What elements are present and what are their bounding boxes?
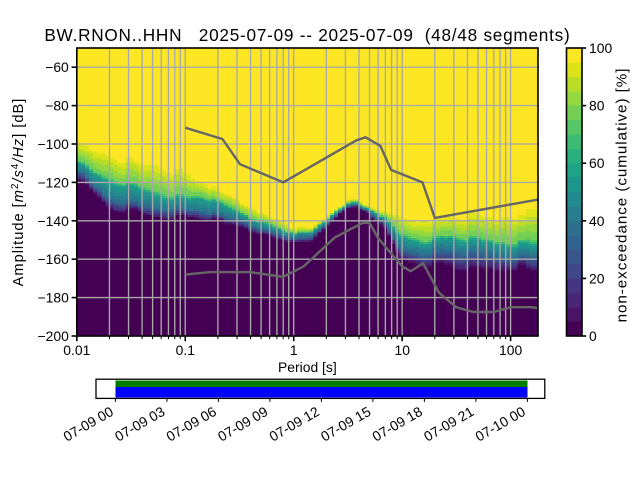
svg-text:60: 60 [589,155,605,171]
svg-text:Period [s]: Period [s] [278,359,337,375]
svg-text:0: 0 [589,328,597,344]
svg-text:BW.RNON..HHN 2025-07-09 -- 2: BW.RNON..HHN 2025-07-09 -- 2025-07-09 (4… [44,25,570,45]
svg-text:40: 40 [589,213,605,229]
svg-text:Amplitude [m2/s4/Hz] [dB]: Amplitude [m2/s4/Hz] [dB] [10,98,27,287]
svg-text:80: 80 [589,98,605,114]
svg-text:−120: −120 [38,174,70,190]
svg-text:10: 10 [394,342,410,358]
svg-text:0.1: 0.1 [176,342,196,358]
svg-text:0.01: 0.01 [63,342,90,358]
svg-text:non-exceedance (cumulative) [%: non-exceedance (cumulative) [%] [614,68,631,323]
svg-text:−160: −160 [38,251,70,267]
svg-text:−180: −180 [38,290,70,306]
svg-text:1: 1 [290,342,298,358]
svg-text:−140: −140 [38,213,70,229]
svg-text:100: 100 [499,342,522,358]
svg-text:−80: −80 [45,98,69,114]
svg-text:20: 20 [589,270,605,286]
svg-text:−100: −100 [38,136,70,152]
svg-text:−200: −200 [38,328,70,344]
svg-text:100: 100 [589,40,612,56]
svg-text:−60: −60 [45,59,69,75]
